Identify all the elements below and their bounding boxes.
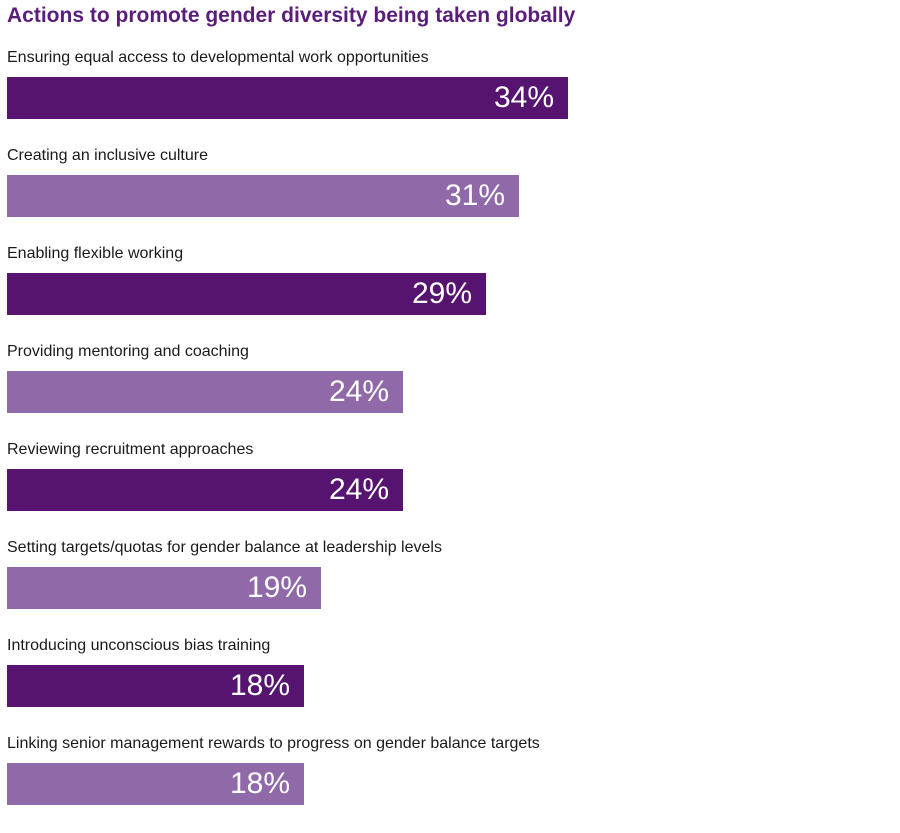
bar-row: Setting targets/quotas for gender balanc… xyxy=(0,539,900,637)
bar: 29% xyxy=(7,273,486,315)
bar-row: Linking senior management rewards to pro… xyxy=(0,735,900,833)
bar-row: Enabling flexible working 29% xyxy=(0,245,900,343)
category-label: Providing mentoring and coaching xyxy=(7,343,249,360)
category-label: Introducing unconscious bias training xyxy=(7,637,271,654)
bar-row: Creating an inclusive culture 31% xyxy=(0,147,900,245)
category-label: Ensuring equal access to developmental w… xyxy=(7,49,429,66)
bar-value-label: 19% xyxy=(246,571,307,604)
bar: 34% xyxy=(7,77,568,119)
bar: 31% xyxy=(7,175,519,217)
bar: 24% xyxy=(7,469,403,511)
bar-value-label: 24% xyxy=(328,473,389,506)
bar-chart: Ensuring equal access to developmental w… xyxy=(0,49,900,805)
category-label: Enabling flexible working xyxy=(7,245,184,262)
bar-value-label: 18% xyxy=(229,767,290,800)
bar: 18% xyxy=(7,763,304,805)
bar-value-label: 34% xyxy=(493,81,554,114)
category-label: Creating an inclusive culture xyxy=(7,147,208,164)
category-label: Reviewing recruitment approaches xyxy=(7,441,254,458)
chart-title: Actions to promote gender diversity bein… xyxy=(7,4,576,27)
category-label: Setting targets/quotas for gender balanc… xyxy=(7,539,442,556)
bar: 24% xyxy=(7,371,403,413)
bar-value-label: 29% xyxy=(411,277,472,310)
bar-value-label: 24% xyxy=(328,375,389,408)
bar-row: Providing mentoring and coaching 24% xyxy=(0,343,900,441)
category-label: Linking senior management rewards to pro… xyxy=(7,735,540,752)
bar: 19% xyxy=(7,567,321,609)
bar-row: Introducing unconscious bias training 18% xyxy=(0,637,900,735)
bar-value-label: 18% xyxy=(229,669,290,702)
bar-value-label: 31% xyxy=(444,179,505,212)
bar-row: Reviewing recruitment approaches 24% xyxy=(0,441,900,539)
bar: 18% xyxy=(7,665,304,707)
bar-row: Ensuring equal access to developmental w… xyxy=(0,49,900,147)
